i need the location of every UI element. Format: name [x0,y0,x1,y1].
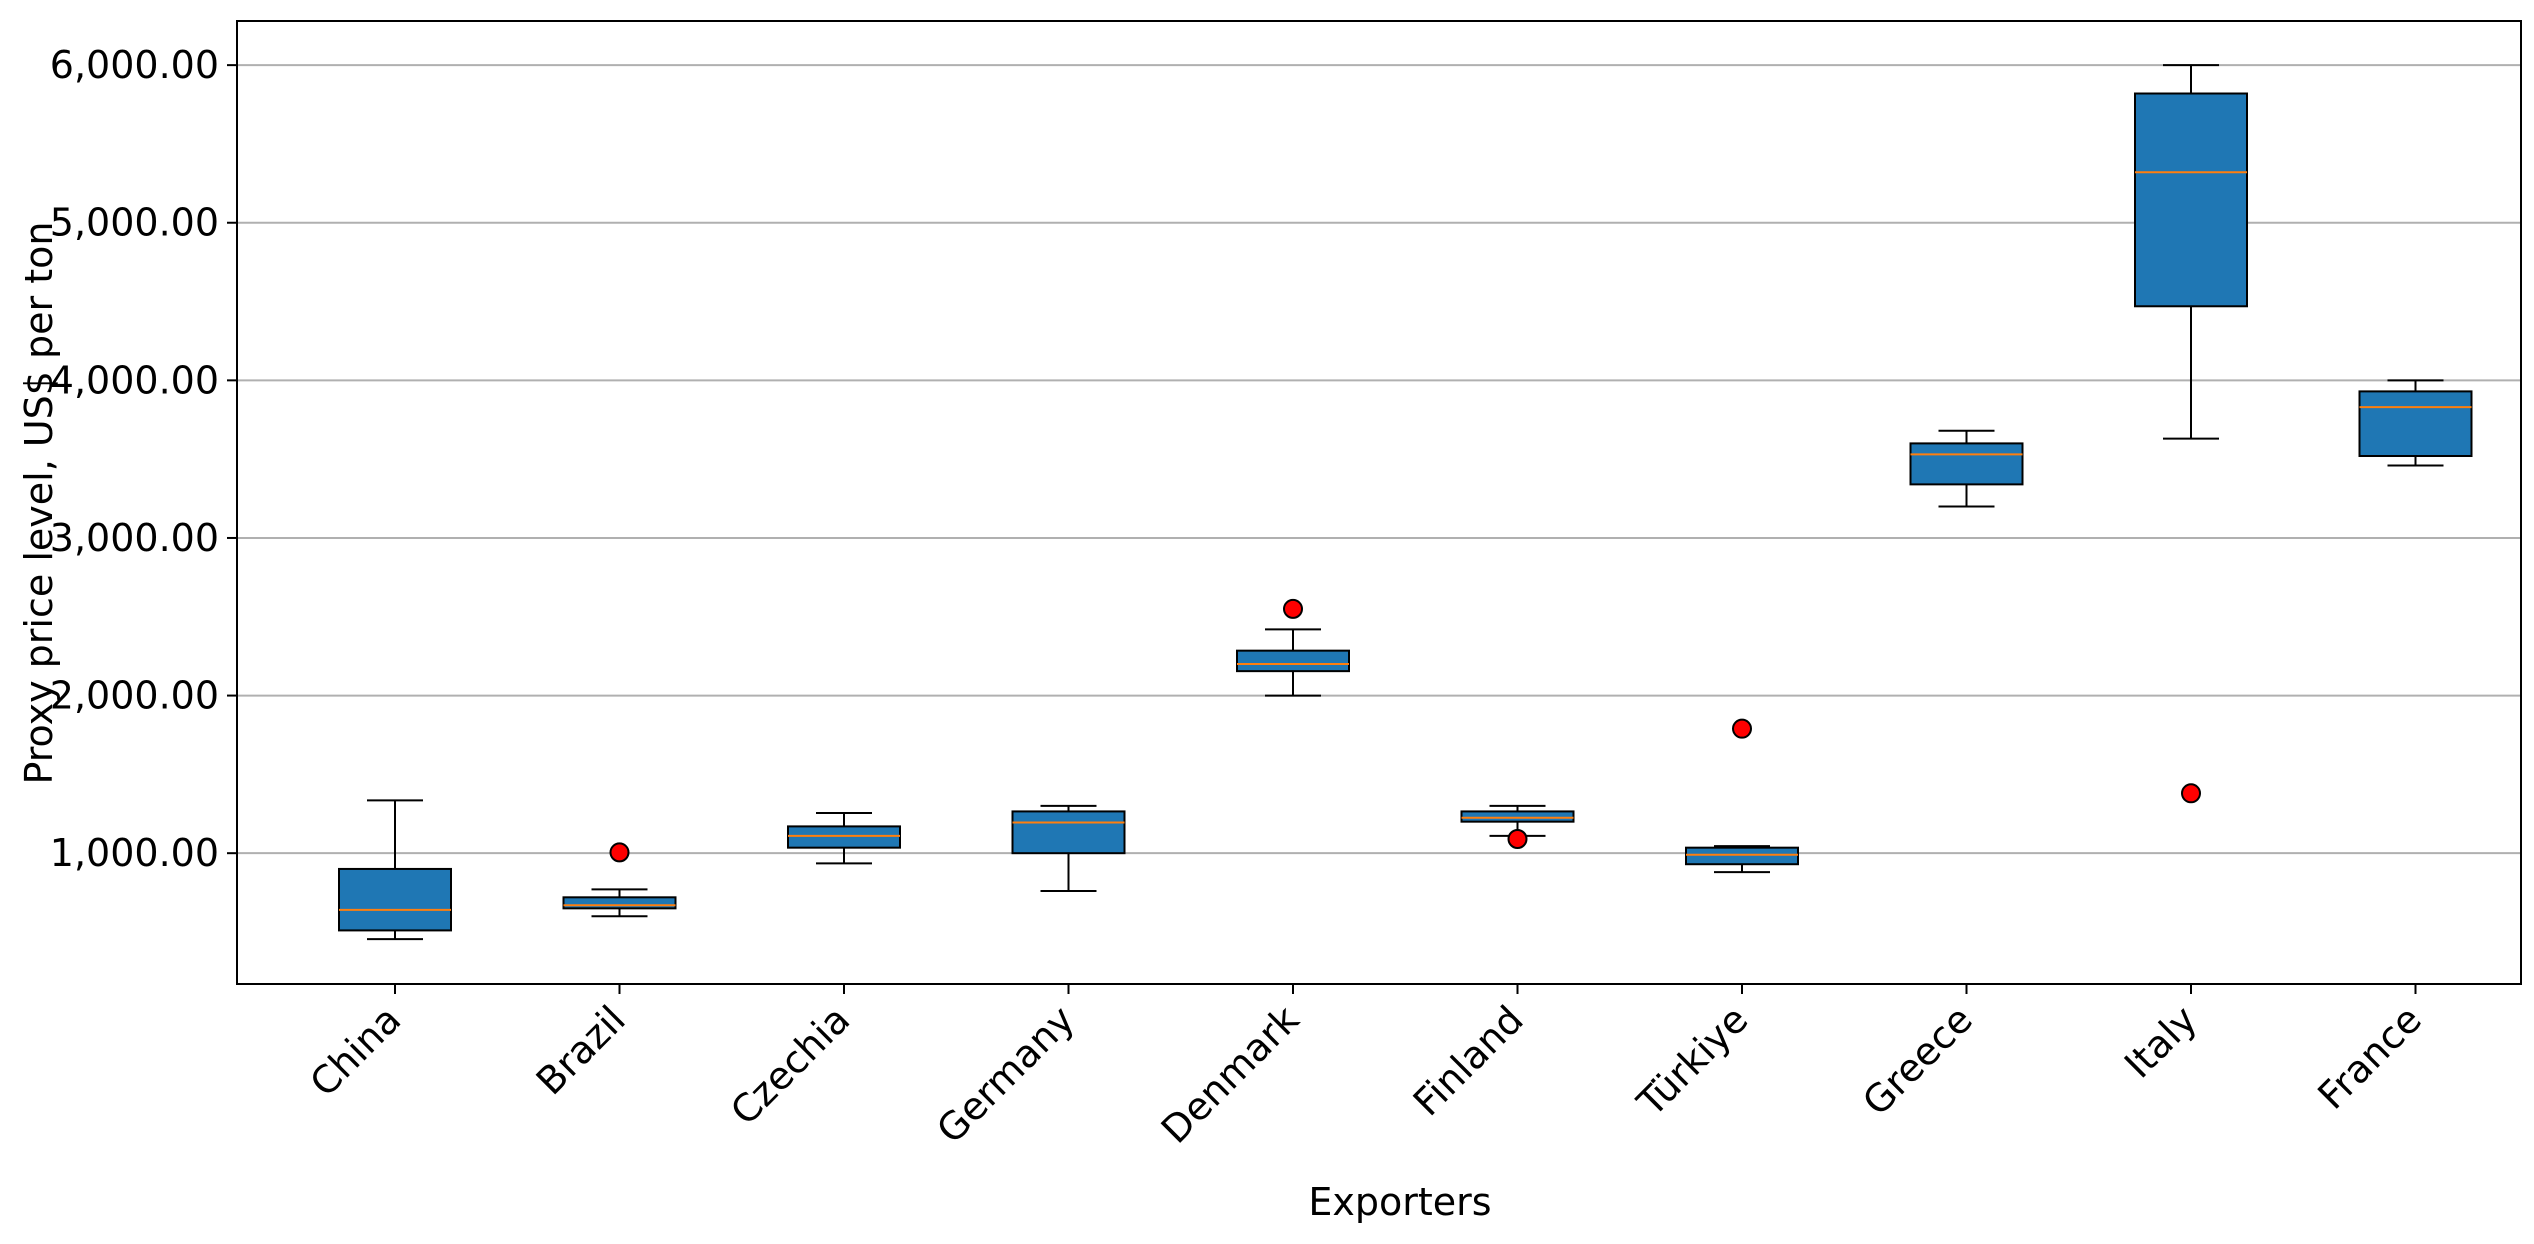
box-group [1236,598,1350,697]
box-body [1909,442,2024,486]
box-group [562,842,677,918]
x-axis-title: Exporters [1308,1180,1491,1224]
box-group [338,799,452,941]
box-body [1685,846,1799,866]
box-body [787,825,901,849]
x-tick-label: Türkiye [1628,997,1756,1125]
outlier-point [1507,828,1528,849]
outlier-point [2181,783,2201,804]
y-tick-label: 5,000.00 [50,201,219,245]
y-tick-label: 3,000.00 [50,516,219,560]
x-axis-ticks: China Brazil Czechia Germany Denmark Finland T… [301,984,2430,1152]
x-tick-label: Greece [1854,997,1981,1124]
y-tick-label: 1,000.00 [50,831,219,875]
box-group [1011,804,1126,893]
x-tick-label: Czechia [722,997,858,1133]
box-body [2358,390,2473,458]
y-tick-label: 2,000.00 [50,674,219,718]
box-body [562,896,677,910]
x-tick-label: Finland [1405,997,1532,1124]
box-body [1236,649,1350,673]
box-body [1460,810,1575,823]
box-body [1011,810,1126,855]
outlier-point [1283,598,1303,619]
box-group [1909,429,2024,508]
box-body [2134,92,2248,308]
y-axis-ticks: 1,000.00 2,000.00 3,000.00 4,000.00 5,000.00… [50,43,237,875]
outlier-point [609,842,630,863]
box-group [1685,718,1799,874]
box-body [338,867,452,932]
x-tick-label: Denmark [1153,997,1308,1152]
box-group [2134,64,2248,804]
y-axis-title: Proxy price level, US$ per ton [17,222,61,785]
y-tick-label: 6,000.00 [50,43,219,87]
x-tick-label: Italy [2116,997,2205,1086]
y-tick-label: 4,000.00 [50,358,219,402]
gridlines [237,64,2521,855]
boxes [338,64,2473,941]
box-group [2358,379,2473,467]
outlier-point [1732,718,1752,739]
box-group [1460,804,1575,849]
x-tick-label: Brazil [528,997,634,1103]
x-tick-label: France [2309,997,2429,1117]
x-tick-label: China [301,997,409,1105]
plot-frame [236,20,2522,985]
box-group [787,811,901,865]
x-tick-label: Germany [928,997,1083,1152]
